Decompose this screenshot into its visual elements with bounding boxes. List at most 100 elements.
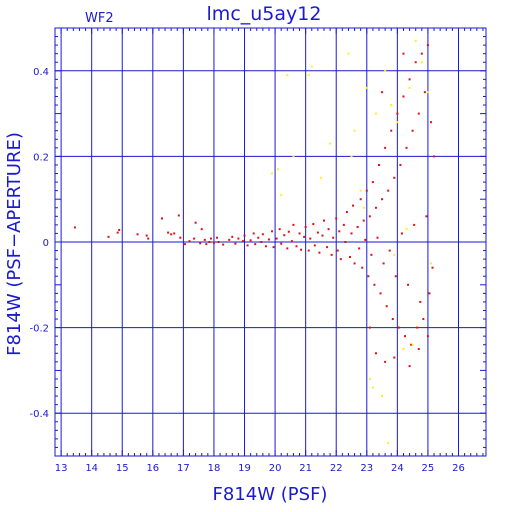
data-point-main [381, 198, 384, 201]
data-point-main [390, 129, 393, 132]
data-point-main [416, 326, 419, 329]
x-tick-labels: 13 14 15 16 17 18 19 20 21 22 23 24 25 26 [55, 463, 465, 474]
y-tick-label: -0.4 [29, 409, 49, 420]
grid [55, 28, 486, 456]
data-point-main [335, 217, 338, 220]
data-point-main [246, 244, 249, 247]
data-point-main [394, 275, 397, 278]
x-tick-label: 20 [269, 463, 282, 474]
data-point-flagged [329, 142, 332, 145]
data-point-main [307, 249, 310, 252]
data-point-main [136, 233, 139, 236]
chart-title: lmc_u5ay12 [207, 3, 322, 25]
x-tick-label: 14 [85, 463, 98, 474]
x-tick-label: 13 [55, 463, 68, 474]
data-point-flagged [381, 395, 384, 398]
data-point-main [292, 223, 295, 226]
data-point-main [193, 237, 196, 240]
data-point-main [370, 253, 373, 256]
data-point-main [252, 232, 255, 235]
data-point-flagged [271, 172, 274, 175]
data-point-main [167, 231, 170, 234]
data-point-main [399, 163, 402, 166]
data-point-main [411, 129, 414, 132]
data-point-main [332, 236, 335, 239]
data-point-main [313, 244, 316, 247]
data-point-main [348, 255, 351, 258]
data-point-main [179, 236, 182, 239]
data-point-main [217, 241, 220, 243]
x-tick-label: 21 [299, 463, 312, 474]
data-point-flagged [374, 112, 377, 115]
panel-label: WF2 [85, 11, 114, 26]
data-point-main [426, 44, 429, 47]
data-point-flagged [402, 348, 405, 350]
data-point-main [290, 240, 293, 243]
data-point-main [243, 234, 246, 237]
data-point-flagged [390, 104, 393, 107]
data-point-main [420, 52, 423, 55]
data-point-main [200, 228, 203, 231]
data-point-flagged [368, 377, 371, 380]
data-point-flagged [429, 262, 432, 265]
data-point-main [431, 266, 434, 269]
data-point-main [298, 232, 301, 235]
data-point-flagged [319, 176, 322, 179]
data-point-main [272, 246, 275, 249]
data-point-main [316, 231, 319, 234]
data-point-main [170, 233, 173, 236]
data-point-flagged [408, 86, 411, 89]
data-point-main [385, 305, 388, 308]
data-point-main [173, 232, 176, 235]
data-point-main [295, 245, 298, 248]
data-point-main [286, 247, 289, 250]
data-point-main [257, 236, 260, 239]
data-point-main [419, 300, 422, 303]
data-point-main [368, 326, 371, 329]
data-point-main [231, 235, 234, 238]
data-point-main [338, 230, 341, 233]
data-point-main [336, 249, 339, 252]
data-point-main [264, 245, 267, 248]
data-point-flagged [347, 52, 350, 55]
data-point-main [254, 243, 257, 246]
data-point-flagged [362, 206, 365, 209]
data-point-main [350, 232, 353, 235]
data-point-main [222, 243, 225, 246]
data-point-main [408, 78, 411, 81]
data-point-main [403, 335, 406, 338]
data-point-flagged [365, 86, 368, 89]
data-point-main [362, 219, 365, 222]
data-point-flagged [350, 155, 353, 158]
data-point-main [321, 234, 324, 237]
data-point-main [356, 226, 359, 229]
data-point-main [339, 258, 342, 261]
data-point-main [278, 228, 281, 231]
x-axis-label: F814W (PSF) [213, 484, 328, 505]
y-tick-labels: -0.4 -0.2 0 0.2 0.4 [29, 67, 49, 420]
data-point-main [318, 251, 321, 254]
x-tick-label: 22 [330, 463, 343, 474]
data-point-main [388, 249, 391, 252]
data-point-main [327, 228, 330, 231]
data-point-main [326, 246, 329, 249]
data-point-main [359, 198, 362, 201]
data-point-main [417, 112, 420, 115]
data-point-main [73, 226, 76, 229]
data-point-main [194, 221, 197, 224]
data-point-main [405, 146, 408, 149]
data-point-main [183, 243, 186, 246]
data-point-main [391, 318, 394, 321]
data-point-main [410, 343, 413, 346]
data-point-flagged [310, 65, 313, 68]
data-point-main [212, 241, 215, 244]
y-tick-label: 0.2 [33, 152, 49, 163]
data-point-main [429, 121, 432, 124]
data-point-main [396, 112, 399, 115]
data-point-main [426, 335, 429, 338]
data-point-main [371, 181, 374, 184]
data-point-main [382, 262, 385, 265]
data-point-main [376, 236, 379, 239]
data-point-flagged [371, 386, 374, 389]
